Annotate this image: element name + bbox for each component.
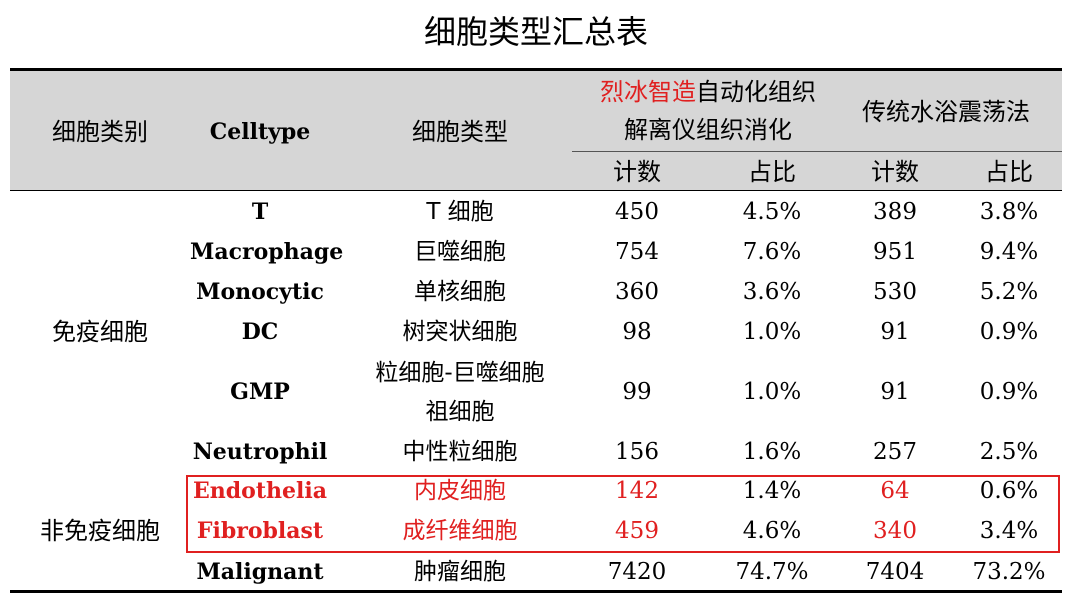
row-count-1: 450 [615, 199, 659, 225]
header-ratio-2: 占比 [985, 158, 1033, 186]
group-immune: 免疫细胞 [52, 318, 148, 346]
row-type-cn: 树突状细胞 [402, 319, 518, 345]
header-background [10, 71, 1062, 190]
row-count-1: 99 [622, 379, 652, 405]
top-rule [10, 68, 1062, 71]
row-ratio-2: 5.2% [979, 279, 1039, 305]
row-count-2: 91 [880, 379, 910, 405]
row-count-1: 754 [615, 239, 659, 265]
row-ratio-1: 4.5% [742, 199, 802, 225]
row-celltype: Monocytic [196, 279, 324, 305]
row-ratio-1: 4.6% [742, 518, 802, 544]
row-celltype: Malignant [196, 559, 324, 585]
row-celltype: DC [241, 319, 279, 345]
row-type-cn: 粒细胞-巨噬细胞 [375, 360, 545, 386]
row-ratio-2: 3.8% [979, 199, 1039, 225]
header-count-1: 计数 [613, 158, 661, 186]
brand-name: 烈冰智造 [600, 78, 696, 106]
header-bottom-rule [10, 190, 1062, 191]
header-method2: 传统水浴震荡法 [862, 98, 1030, 126]
bottom-rule [10, 590, 1062, 593]
row-type-cn-line2: 祖细胞 [425, 399, 495, 425]
row-type-cn: T 细胞 [426, 199, 494, 225]
row-count-1: 142 [615, 478, 659, 504]
header-ratio-1: 占比 [748, 158, 796, 186]
row-ratio-1: 7.6% [742, 239, 802, 265]
header-count-2: 计数 [871, 158, 919, 186]
row-count-1: 360 [615, 279, 659, 305]
header-category: 细胞类别 [52, 118, 148, 146]
row-count-2: 64 [880, 478, 910, 504]
row-count-2: 257 [873, 439, 917, 465]
row-type-cn: 中性粒细胞 [402, 439, 518, 465]
highlight-box [186, 475, 1060, 553]
header-celltype: Celltype [209, 119, 311, 145]
header-method1-line2: 解离仪组织消化 [624, 116, 792, 144]
row-ratio-2: 73.2% [972, 559, 1046, 585]
row-celltype: Fibroblast [196, 518, 324, 544]
header-type-cn: 细胞类型 [412, 118, 508, 146]
row-celltype: Endothelia [193, 478, 327, 504]
row-count-2: 389 [873, 199, 917, 225]
table-title: 细胞类型汇总表 [423, 13, 648, 51]
row-count-1: 7420 [607, 559, 667, 585]
row-count-2: 951 [873, 239, 917, 265]
row-celltype: T [251, 199, 269, 225]
row-ratio-2: 2.5% [979, 439, 1039, 465]
row-type-cn: 内皮细胞 [414, 478, 506, 504]
row-count-2: 340 [873, 518, 917, 544]
method1-title: 自动化组织 [696, 78, 816, 106]
row-ratio-1: 74.7% [735, 559, 809, 585]
row-count-2: 91 [880, 319, 910, 345]
header-subrule [572, 151, 1062, 152]
row-ratio-1: 1.0% [742, 379, 802, 405]
row-count-1: 459 [615, 518, 659, 544]
row-celltype: Macrophage [190, 239, 344, 265]
row-type-cn: 成纤维细胞 [402, 518, 518, 544]
row-ratio-1: 1.4% [742, 478, 802, 504]
row-count-1: 98 [622, 319, 652, 345]
header-method1-line1: 烈冰智造自动化组织 [572, 72, 844, 112]
row-ratio-1: 1.6% [742, 439, 802, 465]
row-count-1: 156 [615, 439, 659, 465]
row-ratio-2: 0.9% [979, 319, 1039, 345]
row-celltype: GMP [230, 379, 290, 405]
row-ratio-2: 0.6% [979, 478, 1039, 504]
row-type-cn: 巨噬细胞 [414, 239, 506, 265]
row-type-cn: 肿瘤细胞 [414, 559, 506, 585]
row-ratio-2: 3.4% [979, 518, 1039, 544]
group-non-immune: 非免疫细胞 [40, 517, 160, 545]
row-count-2: 530 [873, 279, 917, 305]
row-ratio-2: 0.9% [979, 379, 1039, 405]
row-ratio-1: 3.6% [742, 279, 802, 305]
row-ratio-1: 1.0% [742, 319, 802, 345]
row-type-cn: 单核细胞 [414, 279, 506, 305]
row-ratio-2: 9.4% [979, 239, 1039, 265]
row-celltype: Neutrophil [192, 439, 328, 465]
row-count-2: 7404 [865, 559, 925, 585]
